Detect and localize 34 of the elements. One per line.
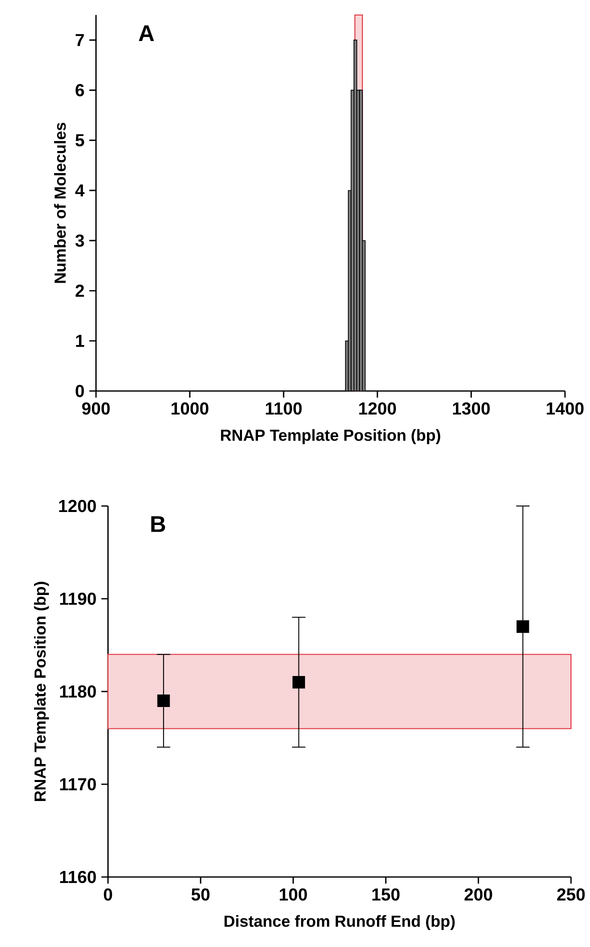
y-tick-label: 1200 <box>59 500 96 512</box>
point <box>157 694 170 708</box>
x-tick-label: 100 <box>280 888 307 901</box>
y-tick-label: 1160 <box>60 870 96 884</box>
y-tick-label: 1180 <box>60 685 96 698</box>
point <box>292 676 306 688</box>
x-tick-label: 900 <box>82 402 110 415</box>
chart-title: A <box>138 25 154 41</box>
x-axis-title: Distance from Runoff End (bp) <box>224 915 455 930</box>
y-tick-label: 1190 <box>60 592 96 605</box>
y-tick-label: 1 <box>76 334 84 347</box>
x-tick-label: 200 <box>464 888 492 901</box>
y-tick-label: 6 <box>76 84 84 96</box>
y-tick-label: 5 <box>76 134 84 146</box>
y-tick-label: 1170 <box>60 778 96 790</box>
x-tick-label: 250 <box>557 888 585 901</box>
y-tick-label: 3 <box>75 234 84 247</box>
x-tick-label: 1300 <box>453 402 490 415</box>
point <box>516 620 530 633</box>
x-tick-label: 150 <box>372 888 400 901</box>
y-axis-title: Number of Molecules <box>54 122 66 283</box>
x-tick-label: 1100 <box>266 402 302 415</box>
y-tick-label: 7 <box>76 34 84 46</box>
x-tick-label: 1200 <box>359 402 396 415</box>
x-tick-label: 1000 <box>172 402 208 415</box>
x-tick-label: 0 <box>104 888 112 901</box>
x-tick-label: 50 <box>192 888 210 901</box>
y-tick-label: 0 <box>76 384 84 398</box>
x-tick-label: 1400 <box>546 402 584 415</box>
x-axis-title: RNAP Template Position (bp) <box>221 429 440 444</box>
chart-title: B <box>151 516 166 532</box>
y-tick-label: 2 <box>76 284 84 297</box>
y-tick-label: 4 <box>75 184 85 196</box>
y-axis-title: RNAP Template Position (bp) <box>34 582 49 801</box>
